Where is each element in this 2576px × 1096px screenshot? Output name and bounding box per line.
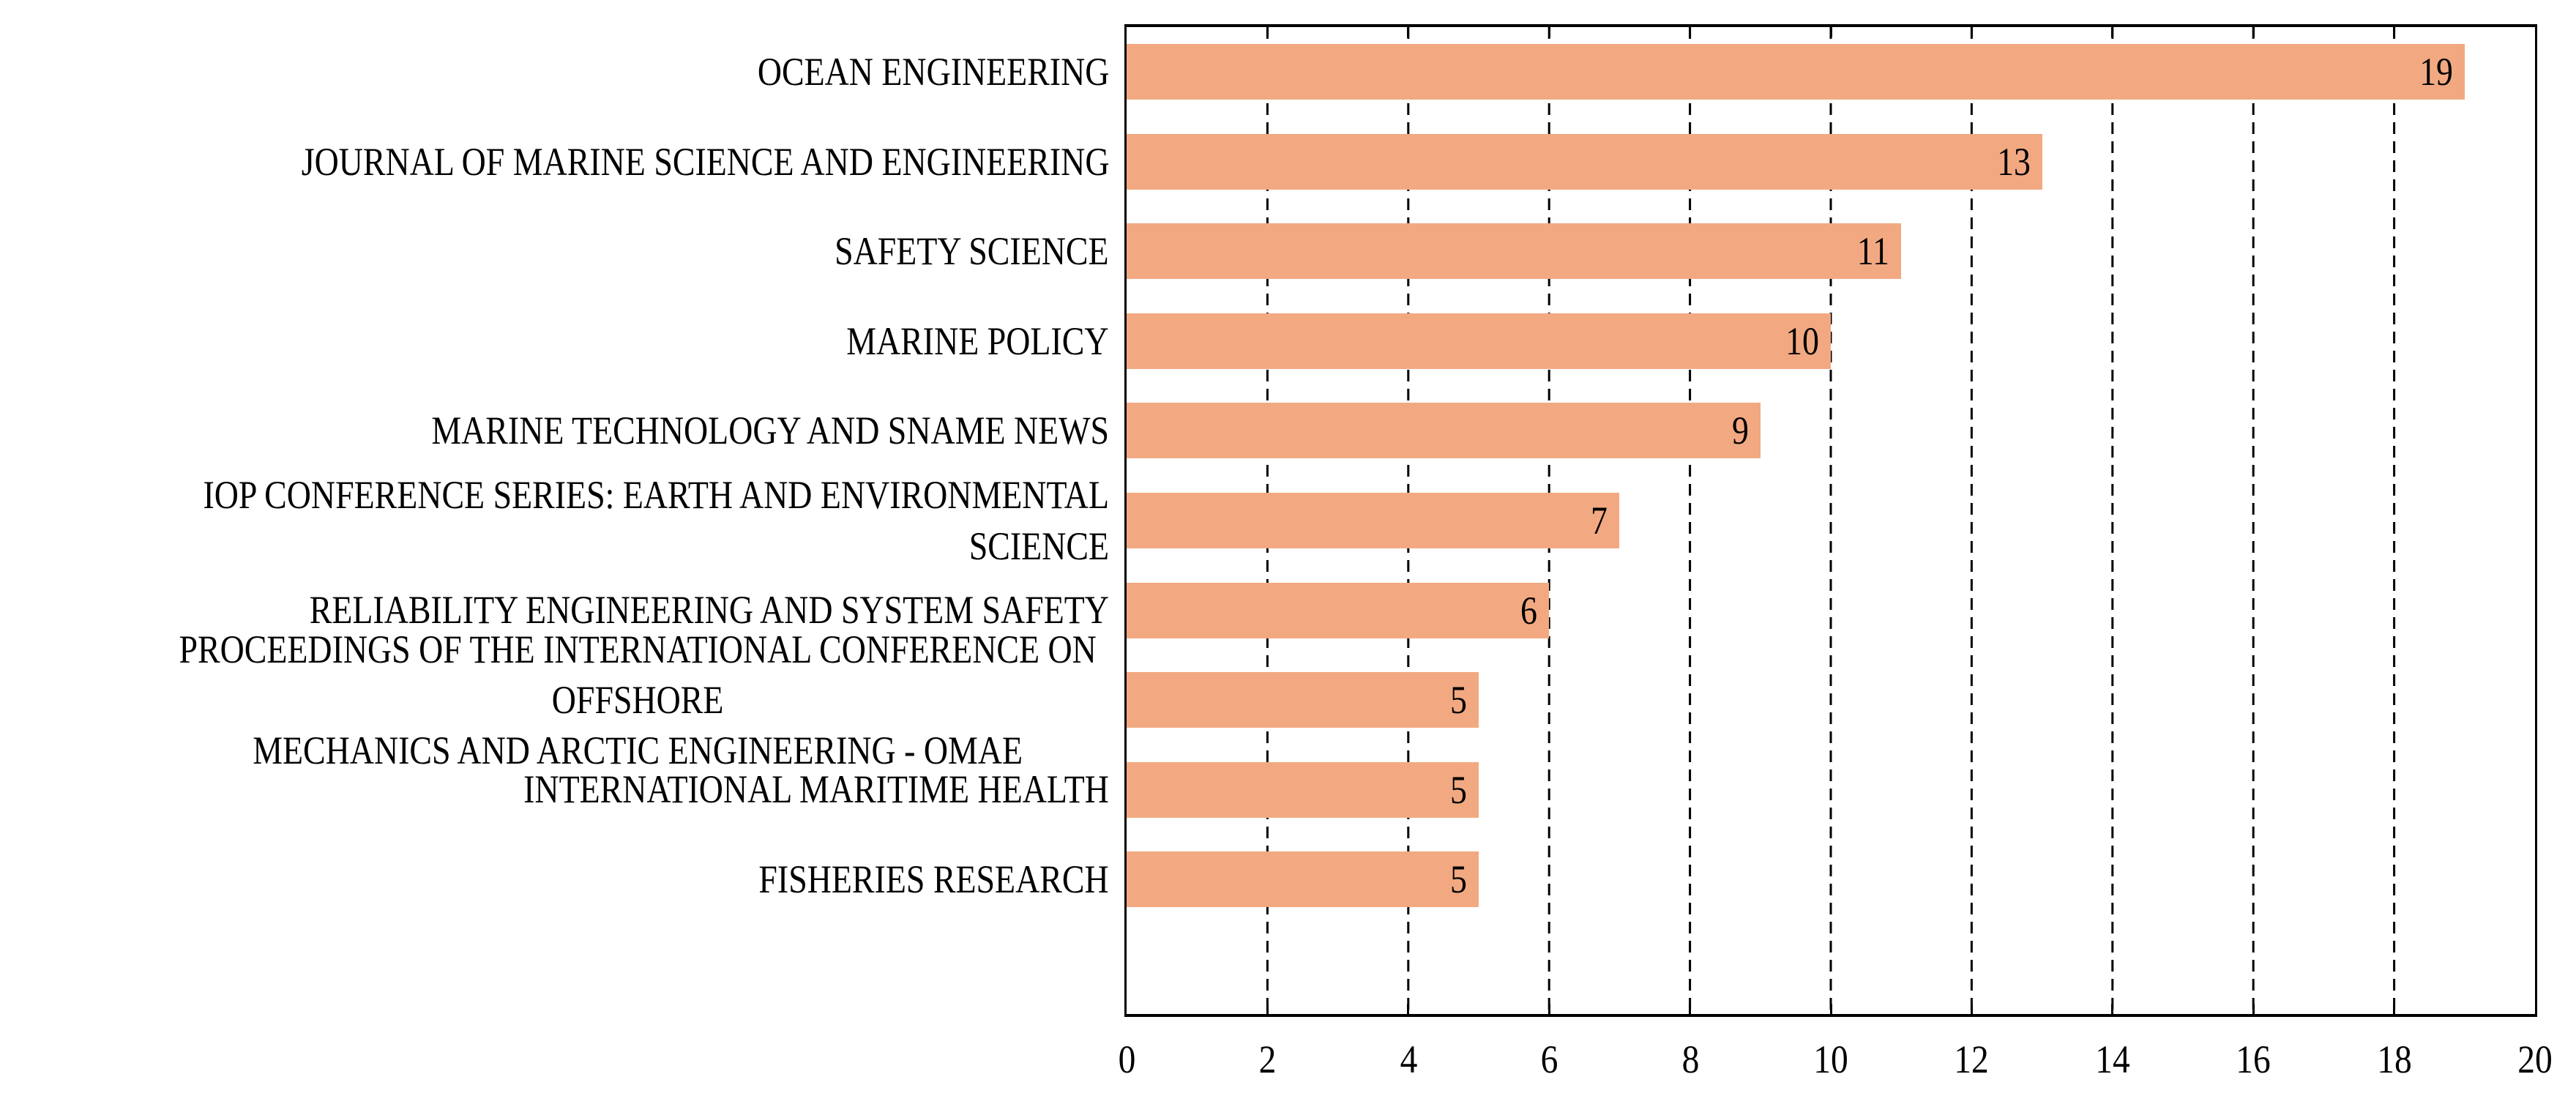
x-tick-text: 0: [1118, 1037, 1135, 1081]
category-label-text: INTERNATIONAL MARITIME HEALTH: [523, 767, 1109, 811]
bar: [1127, 493, 1619, 548]
x-tick-label: 14: [2054, 1026, 2171, 1092]
x-tick-label: 12: [1913, 1026, 2030, 1092]
x-tick-text: 12: [1954, 1037, 1989, 1081]
category-label-text: JOURNAL OF MARINE SCIENCE AND ENGINEERIN…: [301, 139, 1109, 184]
tick-mark: [1407, 27, 1409, 37]
x-tick-label: 18: [2336, 1026, 2453, 1092]
bar: [1127, 44, 2465, 100]
category-label-text: PROCEEDINGS OF THE INTERNATIONAL CONFERE…: [179, 627, 1097, 773]
gridlines: [1266, 27, 2396, 1014]
category-label-text: MARINE TECHNOLOGY AND SNAME NEWS: [431, 408, 1109, 452]
x-tick-label: 6: [1490, 1026, 1608, 1092]
x-tick-label: 8: [1632, 1026, 1749, 1092]
plot-area: 19 13 11 10 9 7 6 5 5 5: [1124, 24, 2537, 1017]
category-label: OCEAN ENGINEERING: [0, 27, 1109, 117]
x-tick-label: 0: [1068, 1026, 1185, 1092]
bar-value-text: 9: [1732, 409, 1749, 452]
category-label: SAFETY SCIENCE: [0, 206, 1109, 297]
tick-mark: [1689, 1004, 1691, 1014]
category-label-text: OCEAN ENGINEERING: [757, 49, 1109, 94]
bar-value-label: 5: [1127, 672, 1479, 728]
category-label-text: FISHERIES RESEARCH: [758, 857, 1109, 901]
bar: [1127, 313, 1831, 369]
category-label: FISHERIES RESEARCH: [0, 835, 1109, 925]
bar-value-label: 7: [1127, 493, 1619, 548]
bar-value-label: 6: [1127, 583, 1549, 638]
bar-value-label: 10: [1127, 313, 1831, 369]
category-label: PROCEEDINGS OF THE INTERNATIONAL CONFERE…: [0, 627, 1109, 772]
tick-mark: [1548, 1004, 1550, 1014]
x-tick-text: 18: [2377, 1037, 2412, 1081]
x-tick-label: 10: [1772, 1026, 1889, 1092]
bar-value-label: 9: [1127, 403, 1761, 458]
plot-inner: 19 13 11 10 9 7 6 5 5 5: [1127, 27, 2535, 1014]
x-tick-text: 14: [2095, 1037, 2130, 1081]
bar-value-label: 13: [1127, 134, 2042, 190]
x-tick-text: 6: [1540, 1037, 1558, 1081]
category-label-text: SAFETY SCIENCE: [835, 228, 1109, 273]
x-tick-text: 8: [1681, 1037, 1699, 1081]
tick-mark: [1689, 27, 1691, 37]
tick-mark: [2393, 1004, 2395, 1014]
bar-value-text: 13: [1997, 140, 2031, 184]
category-label-text: RELIABILITY ENGINEERING AND SYSTEM SAFET…: [309, 587, 1109, 632]
bar-value-text: 19: [2419, 50, 2453, 94]
bar: [1127, 223, 1901, 279]
bar-value-text: 7: [1591, 499, 1608, 543]
bar-value-text: 10: [1785, 319, 1819, 363]
bar-value-text: 5: [1450, 678, 1467, 722]
bar-value-text: 11: [1856, 229, 1889, 273]
x-tick-text: 10: [1813, 1037, 1848, 1081]
tick-mark: [2111, 1004, 2113, 1014]
tick-mark: [1266, 27, 1269, 37]
x-tick-label: 16: [2195, 1026, 2312, 1092]
bar: [1127, 134, 2042, 190]
bar-value-text: 5: [1450, 768, 1467, 812]
x-tick-text: 20: [2517, 1037, 2553, 1081]
tick-mark: [2393, 27, 2395, 37]
x-tick-label: 20: [2476, 1026, 2576, 1092]
x-tick-label: 2: [1209, 1026, 1326, 1092]
x-tick-text: 2: [1258, 1037, 1276, 1081]
category-label: MARINE TECHNOLOGY AND SNAME NEWS: [0, 386, 1109, 476]
tick-mark: [1407, 1004, 1409, 1014]
tick-mark: [1830, 1004, 1832, 1014]
bar: [1127, 672, 1479, 728]
tick-mark: [1830, 27, 1832, 37]
category-label: JOURNAL OF MARINE SCIENCE AND ENGINEERIN…: [0, 117, 1109, 207]
tick-mark: [1971, 1004, 1973, 1014]
category-label: INTERNATIONAL MARITIME HEALTH: [0, 745, 1109, 835]
tick-mark: [1548, 27, 1550, 37]
category-label: MARINE POLICY: [0, 297, 1109, 387]
tick-mark: [1971, 27, 1973, 37]
tick-mark: [1266, 1004, 1269, 1014]
tick-mark: [2252, 27, 2255, 37]
category-label: RELIABILITY ENGINEERING AND SYSTEM SAFET…: [0, 565, 1109, 655]
x-tick-label: 4: [1350, 1026, 1467, 1092]
category-label-text: IOP CONFERENCE SERIES: EARTH AND ENVIRON…: [203, 473, 1110, 568]
tick-mark: [2252, 1004, 2255, 1014]
bar-value-text: 5: [1450, 857, 1467, 901]
tick-mark: [2111, 27, 2113, 37]
bar-value-label: 11: [1127, 223, 1901, 279]
bar-value-text: 6: [1520, 589, 1537, 633]
bar: [1127, 762, 1479, 818]
bar: [1127, 583, 1549, 638]
bar-value-label: 5: [1127, 762, 1479, 818]
category-label-text: MARINE POLICY: [846, 318, 1109, 363]
category-label: IOP CONFERENCE SERIES: EARTH AND ENVIRON…: [0, 473, 1109, 567]
x-tick-text: 4: [1400, 1037, 1417, 1081]
x-tick-text: 16: [2236, 1037, 2271, 1081]
bar: [1127, 403, 1761, 458]
bar-value-label: 5: [1127, 851, 1479, 907]
bar: [1127, 851, 1479, 907]
bar-value-label: 19: [1127, 44, 2465, 100]
